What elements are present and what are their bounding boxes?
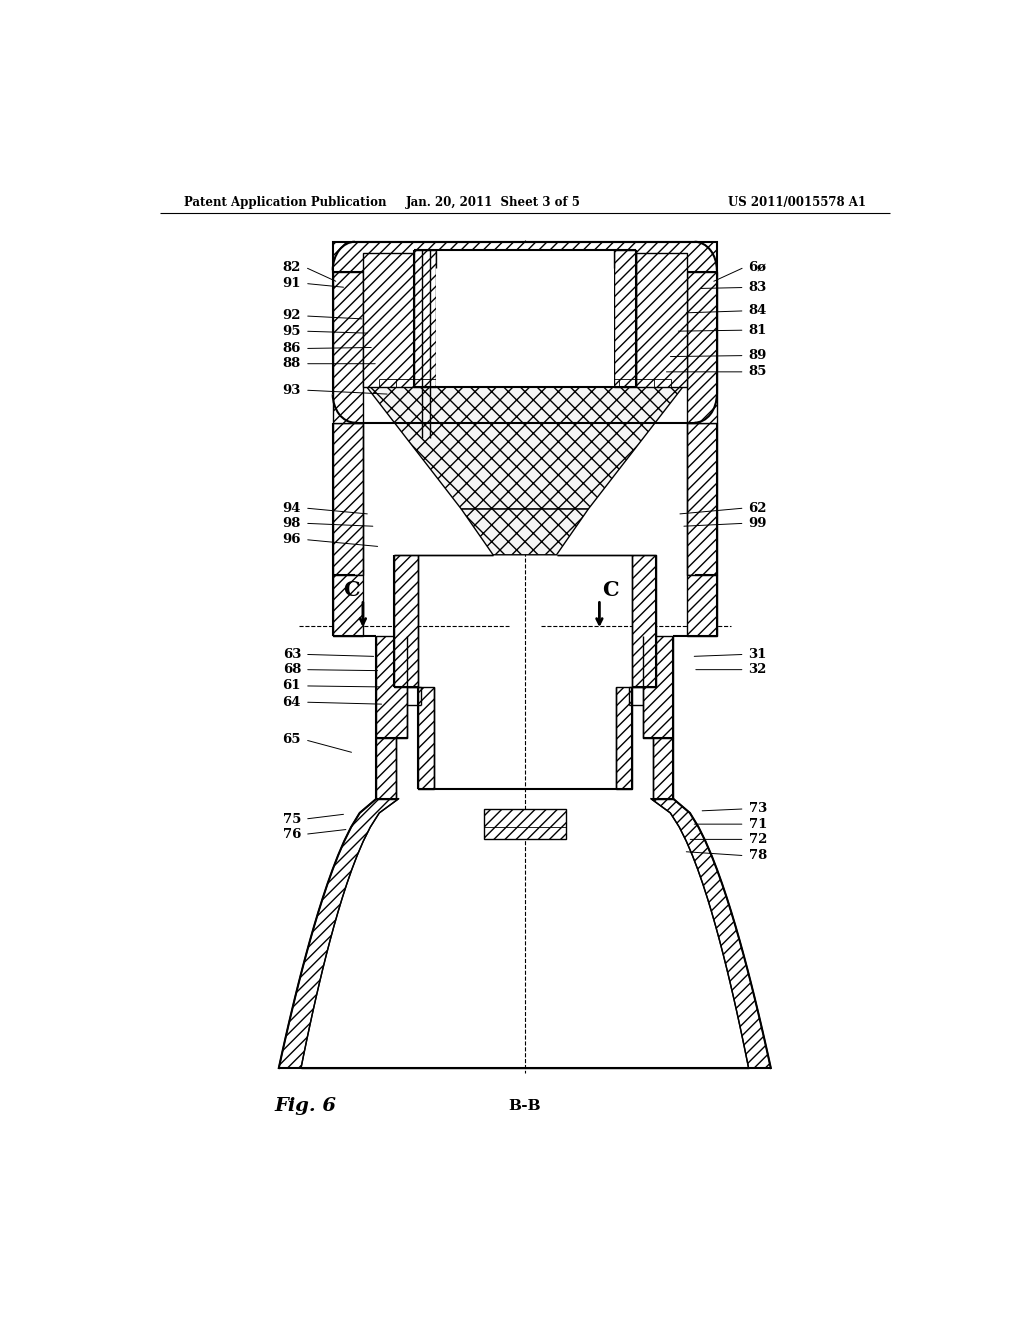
Polygon shape [333, 576, 362, 636]
Text: 75: 75 [283, 813, 301, 825]
Polygon shape [687, 576, 717, 636]
Text: 99: 99 [749, 517, 767, 529]
Polygon shape [333, 272, 362, 422]
Text: 82: 82 [283, 260, 301, 273]
Polygon shape [333, 422, 362, 576]
Polygon shape [377, 738, 396, 799]
Polygon shape [613, 249, 636, 387]
Polygon shape [414, 249, 436, 387]
Text: Fig. 6: Fig. 6 [274, 1097, 337, 1114]
Text: 96: 96 [283, 533, 301, 546]
Text: B-B: B-B [509, 1098, 541, 1113]
Text: 65: 65 [283, 734, 301, 746]
Polygon shape [632, 554, 655, 686]
Text: 31: 31 [749, 648, 767, 661]
Polygon shape [687, 272, 717, 422]
Text: C: C [602, 581, 618, 601]
Text: 78: 78 [749, 849, 767, 862]
Bar [436, 249, 613, 387]
Polygon shape [643, 636, 673, 738]
Text: 86: 86 [283, 342, 301, 355]
Text: 98: 98 [283, 517, 301, 529]
Text: US 2011/0015578 A1: US 2011/0015578 A1 [728, 195, 866, 209]
Text: 68: 68 [283, 663, 301, 676]
Polygon shape [377, 636, 407, 738]
Text: 61: 61 [283, 680, 301, 693]
Polygon shape [279, 799, 398, 1068]
Polygon shape [653, 738, 673, 799]
Text: 64: 64 [283, 696, 301, 709]
Polygon shape [616, 686, 632, 788]
Text: 94: 94 [283, 502, 301, 515]
Text: 93: 93 [283, 384, 301, 396]
Text: 85: 85 [749, 366, 767, 379]
Text: 89: 89 [749, 348, 767, 362]
Text: 63: 63 [283, 648, 301, 661]
Polygon shape [362, 253, 414, 387]
Text: 72: 72 [749, 833, 767, 846]
Polygon shape [333, 242, 717, 272]
Polygon shape [394, 554, 418, 686]
Text: 91: 91 [283, 277, 301, 290]
Text: 32: 32 [749, 663, 767, 676]
Text: 84: 84 [749, 305, 767, 317]
Bar [483, 809, 566, 840]
Polygon shape [651, 799, 771, 1068]
Polygon shape [636, 253, 687, 387]
Text: Patent Application Publication: Patent Application Publication [183, 195, 386, 209]
Polygon shape [687, 422, 717, 576]
Text: 88: 88 [283, 358, 301, 370]
Text: Jan. 20, 2011  Sheet 3 of 5: Jan. 20, 2011 Sheet 3 of 5 [406, 195, 581, 209]
Text: C: C [343, 581, 360, 601]
Text: 6ø: 6ø [749, 260, 767, 273]
Text: 92: 92 [283, 309, 301, 322]
Polygon shape [461, 510, 588, 554]
Text: 71: 71 [749, 817, 767, 830]
Text: 73: 73 [749, 803, 767, 816]
Text: 76: 76 [283, 828, 301, 841]
Polygon shape [418, 686, 433, 788]
Text: 62: 62 [749, 502, 767, 515]
Polygon shape [367, 387, 683, 510]
Text: 95: 95 [283, 325, 301, 338]
Text: 83: 83 [749, 281, 767, 294]
Text: 81: 81 [749, 323, 767, 337]
